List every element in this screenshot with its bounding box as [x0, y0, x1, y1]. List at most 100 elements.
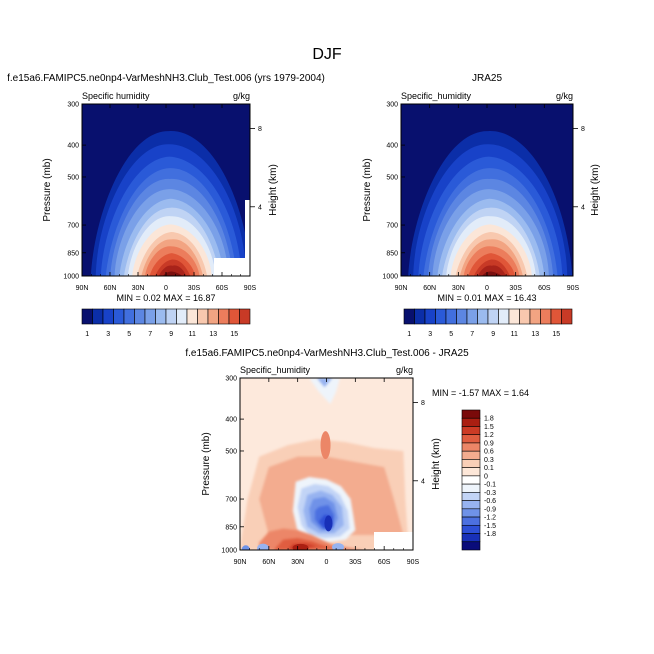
x-tick-label: 30S [349, 559, 362, 566]
x-tick-label: 90S [244, 285, 257, 292]
x-tick-label: 60N [262, 559, 275, 566]
y-tick-label: 850 [67, 250, 79, 257]
panel-model-minmax: MIN = 0.02 MAX = 16.87 [116, 293, 215, 303]
diff-band-neg-surface-pole [241, 545, 250, 550]
panel-obs-contours [408, 131, 573, 276]
y-tick-label: 700 [67, 223, 79, 230]
y-tick-label: 300 [225, 376, 237, 383]
x-tick-label: 60N [423, 285, 436, 292]
x-tick-label: 30S [509, 285, 522, 292]
colorbar-swatch [461, 516, 481, 526]
panel-model-left-label: Specific humidity [82, 91, 150, 101]
x-tick-label: 0 [164, 285, 168, 292]
panel-obs-right-label: g/kg [556, 91, 573, 101]
colorbar-swatch [197, 308, 209, 325]
colorbar-label: -1.8 [484, 531, 496, 538]
colorbar-label: 11 [511, 331, 518, 338]
x-tick-label: 30N [452, 285, 465, 292]
y-tick-label: 300 [386, 102, 398, 109]
colorbar-swatch [81, 308, 93, 325]
colorbar-swatch [186, 308, 198, 325]
x-tick-label: 0 [485, 285, 489, 292]
colorbar-swatch [461, 426, 481, 436]
colorbar-swatch [102, 308, 114, 325]
colorbar-swatch [461, 417, 481, 427]
y-tick-label: 1000 [382, 274, 398, 281]
figure-title: DJF [312, 46, 342, 63]
panel-model-right-label: g/kg [233, 91, 250, 101]
x-tick-label: 60S [378, 559, 391, 566]
colorbar-obs: 1 3 5 7 9 11 13 15 [403, 308, 573, 338]
y-tick-label: 500 [225, 448, 237, 455]
colorbar-diff: 1.81.51.20.9 0.60.30.10 -0.1-0.3-0.6-0.9 -1… [461, 409, 496, 551]
colorbar-swatch [456, 308, 468, 325]
panel-obs-ylabel-right: Height (km) [590, 164, 601, 216]
panel-obs: JRA25 Specific_humidity g/kg 90N 60N 30N 0 3… [362, 73, 601, 338]
colorbar-swatch [165, 308, 177, 325]
colorbar-label: 9 [169, 331, 173, 338]
colorbar-label: -0.6 [484, 498, 496, 505]
colorbar-swatch [487, 308, 499, 325]
diff-band-neg-surface-sh [332, 543, 345, 550]
colorbar-label: -0.3 [484, 490, 496, 497]
y-tick-label: 300 [67, 102, 79, 109]
y-tick-label: 400 [67, 143, 79, 150]
colorbar-label: 0.1 [484, 465, 494, 472]
colorbar-swatch [403, 308, 415, 325]
colorbar-swatch [498, 308, 510, 325]
colorbar-swatch [477, 308, 489, 325]
colorbar-swatch [123, 308, 135, 325]
y-tick-label: 850 [225, 524, 237, 531]
y-right-tick-label: 8 [421, 400, 425, 407]
colorbar-label: 0.3 [484, 457, 494, 464]
colorbar-label: 0.6 [484, 449, 494, 456]
panel-obs-title: JRA25 [472, 73, 502, 84]
x-tick-label: 60N [104, 285, 117, 292]
panel-model-title: f.e15a6.FAMIPC5.ne0np4-VarMeshNH3.Club_T… [7, 73, 325, 84]
colorbar-model: 1 3 5 7 9 11 13 15 [81, 308, 251, 338]
colorbar-swatch [155, 308, 167, 325]
colorbar-swatch [92, 308, 104, 325]
panel-diff-contours [240, 378, 413, 550]
x-tick-label: 30S [188, 285, 201, 292]
diff-band-neg-surface-nh [257, 543, 270, 550]
colorbar-swatch [540, 308, 552, 325]
colorbar-swatch [461, 541, 481, 551]
colorbar-swatch [228, 308, 240, 325]
y-tick-label: 1000 [221, 548, 237, 555]
y-tick-label: 400 [386, 143, 398, 150]
y-tick-label: 850 [386, 250, 398, 257]
colorbar-swatch [461, 434, 481, 444]
colorbar-label: 15 [552, 331, 560, 338]
colorbar-swatch [461, 524, 481, 534]
y-tick-label: 700 [225, 497, 237, 504]
y-right-tick-label: 8 [581, 126, 585, 133]
colorbar-swatch [445, 308, 457, 325]
colorbar-label: 1 [407, 331, 411, 338]
panel-obs-left-label: Specific_humidity [401, 91, 472, 101]
x-tick-label: 60S [216, 285, 229, 292]
colorbar-swatch [461, 409, 481, 419]
colorbar-swatch [550, 308, 562, 325]
colorbar-swatch [461, 450, 481, 460]
y-tick-label: 500 [67, 174, 79, 181]
colorbar-label: -1.2 [484, 515, 496, 522]
colorbar-label: -0.9 [484, 506, 496, 513]
colorbar-swatch [461, 500, 481, 510]
colorbar-swatch [134, 308, 146, 325]
y-tick-label: 400 [225, 417, 237, 424]
colorbar-label: 13 [209, 331, 217, 338]
colorbar-label: 1.8 [484, 416, 494, 423]
panel-model-ylabel-right: Height (km) [268, 164, 279, 216]
y-right-tick-label: 4 [421, 478, 425, 485]
x-tick-label: 0 [325, 559, 329, 566]
panel-obs-ylabel: Pressure (mb) [362, 158, 373, 221]
colorbar-label: -0.1 [484, 482, 496, 489]
colorbar-swatch [207, 308, 219, 325]
panel-diff-field [240, 378, 413, 550]
colorbar-swatch [519, 308, 531, 325]
colorbar-label: 7 [470, 331, 474, 338]
colorbar-swatch [461, 475, 481, 485]
colorbar-label: 9 [491, 331, 495, 338]
panel-model-missing-data-2 [245, 200, 250, 260]
